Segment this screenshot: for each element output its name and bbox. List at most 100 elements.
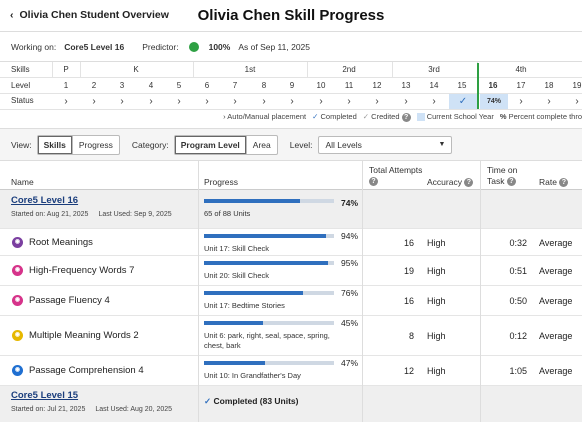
back-link-label: Olivia Chen Student Overview (19, 9, 169, 21)
skill-name: Passage Comprehension 4 (29, 365, 144, 376)
level-completed: ✓ Completed (83 Units) (204, 396, 299, 407)
skill-progress: Unit 17: Bedtime Stories (204, 291, 339, 311)
view-progress-button[interactable]: Progress (78, 139, 113, 150)
skill-row[interactable]: ◉ Passage Comprehension 4 Unit 10: In Gran… (0, 356, 582, 386)
col-accuracy[interactable]: Accuracy ? (427, 177, 474, 188)
level-status-chevron[interactable]: › (519, 96, 523, 107)
grid-divider (0, 77, 582, 78)
category-toggle: Program Level Area (173, 134, 278, 155)
filter-controls: View: Skills Progress Category: Program … (0, 128, 582, 160)
level-name-link[interactable]: Core5 Level 15 (11, 390, 79, 401)
level-number: 11 (344, 81, 354, 90)
grid-divider (80, 62, 81, 77)
level-number: 10 (316, 81, 326, 90)
level-status-chevron[interactable]: › (262, 96, 266, 107)
accuracy-value: High (427, 266, 446, 276)
working-on-label: Working on: (11, 41, 57, 52)
level-status-chevron[interactable]: › (205, 96, 209, 107)
level-status-chevron[interactable]: › (233, 96, 237, 107)
grade-label: 2nd (342, 65, 356, 74)
level-status-chevron[interactable]: › (290, 96, 294, 107)
attempts-value: 8 (408, 331, 414, 341)
help-icon: ? (506, 177, 516, 187)
legend-auto-manual: › Auto/Manual placement (223, 112, 307, 122)
info-bar: Working on: Core5 Level 16 Predictor: 10… (0, 32, 582, 62)
skill-name: Passage Fluency 4 (29, 295, 110, 306)
skill-row[interactable]: ◉ High-Frequency Words 7 Unit 20: Skill Ch… (0, 256, 582, 286)
level-number: 8 (261, 81, 267, 90)
grid-divider (0, 93, 582, 94)
progress-bar-fill (204, 291, 303, 295)
level-status-current[interactable]: 74% (480, 94, 508, 109)
level-status-chevron[interactable]: › (177, 96, 181, 107)
level-name-link[interactable]: Core5 Level 16 (11, 195, 79, 206)
level-status-completed[interactable]: ✓ (449, 94, 477, 109)
help-icon: ? (369, 177, 378, 187)
level-label: Level: (289, 139, 313, 150)
col-total-attempts[interactable]: Total Attempts ? (369, 165, 423, 187)
col-progress[interactable]: Progress (204, 177, 239, 187)
skill-row[interactable]: ◉ Passage Fluency 4 Unit 17: Bedtime Stori… (0, 286, 582, 316)
level-progress: 65 of 88 Units (204, 199, 334, 219)
comprehension-icon: ◉ (12, 365, 23, 376)
help-icon: ? (401, 112, 411, 122)
rate-value: Average (539, 266, 573, 276)
view-skills-button[interactable]: Skills (38, 135, 73, 154)
level-status-chevron[interactable]: › (404, 96, 408, 107)
predictor-value: 100% (208, 41, 231, 52)
level-row[interactable]: Core5 Level 15 Started on: Jul 21, 2025 La… (0, 386, 582, 422)
col-rate[interactable]: Rate ? (539, 177, 569, 188)
level-last-used: Last Used: Sep 9, 2025 (98, 211, 172, 218)
level-number: 6 (204, 81, 210, 90)
grade-label: 3rd (428, 65, 440, 74)
level-status-chevron[interactable]: › (149, 96, 153, 107)
level-status-chevron[interactable]: › (120, 96, 124, 107)
skill-percent: 47% (341, 358, 359, 368)
level-started: Started on: Aug 21, 2025 (11, 211, 89, 218)
col-time-on-task[interactable]: Time on Task ? (487, 165, 518, 187)
level-status-chevron[interactable]: › (432, 96, 436, 107)
rate-value: Average (539, 331, 573, 341)
level-units: 65 of 88 Units (204, 209, 251, 218)
back-link[interactable]: ‹ Olivia Chen Student Overview (10, 9, 169, 21)
level-status-chevron[interactable]: › (547, 96, 551, 107)
grade-label: K (133, 65, 139, 74)
check-icon: ✓ (204, 396, 214, 406)
grid-row-label: Status (11, 96, 34, 105)
skill-name: Root Meanings (29, 236, 93, 248)
level-status-chevron[interactable]: › (92, 96, 96, 107)
level-number: 9 (289, 81, 295, 90)
time-value: 0:51 (509, 266, 527, 276)
skill-percent: 45% (341, 318, 359, 328)
level-name-cell: Core5 Level 15 Started on: Jul 21, 2025 La… (11, 390, 172, 413)
attempts-value: 16 (403, 296, 414, 306)
root-icon: ◉ (12, 236, 23, 248)
level-status-chevron[interactable]: › (319, 96, 323, 107)
grid-divider (392, 62, 393, 77)
predictor-status-dot (188, 41, 199, 52)
level-status-chevron[interactable]: › (575, 96, 579, 107)
skill-unit: Unit 6: park, right, seal, space, spring… (204, 331, 330, 350)
category-area-button[interactable]: Area (252, 139, 271, 150)
accuracy-value: High (427, 237, 446, 248)
level-status-chevron[interactable]: › (347, 96, 351, 107)
col-name[interactable]: Name (11, 177, 34, 187)
level-row[interactable]: Core5 Level 16 Started on: Aug 21, 2025 La… (0, 190, 582, 229)
skill-row[interactable]: ◉ Root Meanings Unit 17: Skill Check 94% 16 H… (0, 229, 582, 256)
category-program-level-button[interactable]: Program Level (175, 135, 247, 154)
column-divider (362, 160, 363, 422)
skill-name-cell: ◉ Multiple Meaning Words 2 (12, 330, 139, 341)
progress-bar (204, 234, 334, 238)
predictor-label: Predictor: (142, 41, 179, 52)
grade-label: 1st (244, 65, 256, 74)
current-position-marker (477, 63, 479, 109)
level-started: Started on: Jul 21, 2025 (11, 406, 86, 413)
skill-name: Multiple Meaning Words 2 (29, 330, 139, 341)
level-status-chevron[interactable]: › (64, 96, 68, 107)
level-status-chevron[interactable]: › (375, 96, 379, 107)
level-select[interactable]: All Levels ▼ (318, 135, 453, 154)
grid-row-label: Skills (11, 65, 30, 74)
skill-row[interactable]: ◉ Multiple Meaning Words 2 Unit 6: park, r… (0, 316, 582, 356)
legend-credited: ✓ Credited ? (363, 112, 411, 122)
skill-name: High-Frequency Words 7 (29, 265, 135, 276)
